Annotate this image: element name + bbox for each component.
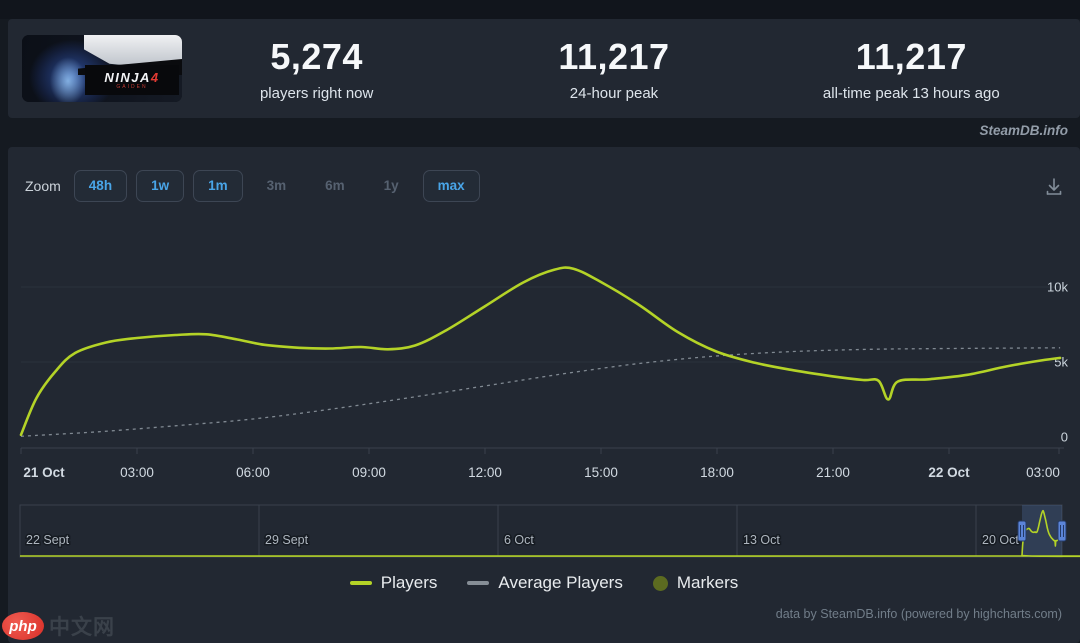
y-axis-label-0: 0 <box>1061 430 1068 445</box>
zoom-button-1w[interactable]: 1w <box>136 170 185 203</box>
x-axis-label-09-00: 09:00 <box>352 465 386 480</box>
php-logo: php <box>2 612 44 640</box>
x-axis-label-21-00: 21:00 <box>816 465 850 480</box>
stat-24h-peak: 11,217 24-hour peak <box>465 19 762 118</box>
navigator-outline <box>19 504 1063 558</box>
stat-alltime-peak: 11,217 all-time peak 13 hours ago <box>763 19 1060 118</box>
x-axis-label-21-Oct: 21 Oct <box>23 465 65 480</box>
stat-value: 11,217 <box>558 35 670 77</box>
zoom-toolbar: Zoom 48h 1w 1m 3m 6m 1y max <box>25 170 480 203</box>
stat-value: 11,217 <box>855 35 967 77</box>
stat-caption: players right now <box>259 84 374 102</box>
chart-credits[interactable]: data by SteamDB.info (powered by highcha… <box>775 607 1062 621</box>
zoom-button-1m[interactable]: 1m <box>193 170 243 203</box>
legend-swatch <box>349 581 372 585</box>
navigator-handle-right[interactable] <box>1057 520 1067 542</box>
x-axis-label-03-00: 03:00 <box>1026 465 1060 480</box>
navigator-label-20-Oct: 20 Oct <box>982 533 1019 547</box>
average-players-line <box>20 347 1061 437</box>
zoom-button-6m: 6m <box>310 170 360 202</box>
game-logo: NINJA4 <box>104 69 160 85</box>
zoom-button-3m: 3m <box>252 170 302 202</box>
top-strip <box>0 0 1080 19</box>
chart-legend: Players Average Players Markers <box>8 573 1080 593</box>
legend-label: Players <box>380 573 438 592</box>
stats-row: 5,274 players right now 11,217 24-hour p… <box>168 19 1060 118</box>
chart-panel: Zoom 48h 1w 1m 3m 6m 1y max 0 5k 10k 21 Oct 03:00 0… <box>8 147 1080 643</box>
legend-swatch <box>652 575 668 591</box>
game-logo-subtitle: GAIDEN <box>116 83 148 90</box>
zoom-label: Zoom <box>25 178 61 195</box>
x-axis-label-18-00: 18:00 <box>700 465 734 480</box>
zoom-button-1y: 1y <box>369 170 414 202</box>
legend-swatch <box>467 581 490 585</box>
legend-item-players[interactable]: Players <box>349 573 438 593</box>
navigator-series <box>19 509 1080 558</box>
x-axis-label-22-Oct: 22 Oct <box>928 465 970 480</box>
y-axis-label-5k: 5k <box>1054 355 1068 370</box>
navigator-label-6-Oct: 6 Oct <box>504 533 534 547</box>
stat-caption: all-time peak 13 hours ago <box>822 84 1000 102</box>
navigator-handle-left[interactable] <box>1017 520 1027 542</box>
stats-panel: NINJA4 GAIDEN 5,274 players right now 11… <box>8 19 1080 118</box>
navigator-label-29-Sept: 29 Sept <box>265 533 309 547</box>
stat-current-players: 5,274 players right now <box>168 19 465 118</box>
zoom-button-max[interactable]: max <box>422 170 480 203</box>
players-line <box>19 266 1062 437</box>
x-axis-label-15-00: 15:00 <box>584 465 618 480</box>
legend-item-average-players[interactable]: Average Players <box>467 573 623 593</box>
download-icon <box>1046 178 1062 195</box>
y-axis-label-10k: 10k <box>1047 280 1068 295</box>
zoom-button-48h[interactable]: 48h <box>73 170 128 203</box>
stat-value: 5,274 <box>270 35 363 77</box>
player-count-chart: 0 5k 10k 21 Oct 03:00 06:00 09:00 12:00 15:00 18:… <box>19 266 1080 558</box>
zoom-buttons: 48h 1w 1m 3m 6m 1y max <box>73 170 480 203</box>
site-watermark-text: 中文网 <box>49 616 115 639</box>
stat-caption: 24-hour peak <box>569 84 659 102</box>
navigator-label-13-Oct: 13 Oct <box>743 533 780 547</box>
legend-item-markers[interactable]: Markers <box>652 573 739 593</box>
site-watermark: php 中文网 <box>2 611 115 641</box>
download-chart-button[interactable] <box>1042 175 1066 201</box>
legend-label: Average Players <box>498 573 623 592</box>
game-logo-band: NINJA4 GAIDEN <box>85 65 179 95</box>
navigator-label-22-Sept: 22 Sept <box>26 533 70 547</box>
steamdb-watermark-link[interactable]: SteamDB.info <box>979 123 1068 138</box>
x-axis-label-12-00: 12:00 <box>468 465 502 480</box>
x-axis-label-03-00: 03:00 <box>120 465 154 480</box>
x-axis-label-06-00: 06:00 <box>236 465 270 480</box>
game-capsule[interactable]: NINJA4 GAIDEN <box>22 35 182 102</box>
legend-label: Markers <box>676 573 739 592</box>
